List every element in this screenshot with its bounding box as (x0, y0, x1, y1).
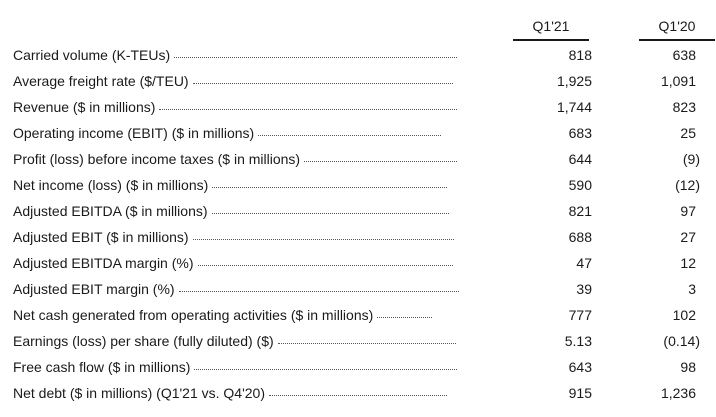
table-row: Free cash flow ($ in millions) 643 98 (0, 354, 716, 380)
table-row: Profit (loss) before income taxes ($ in … (0, 146, 716, 172)
dot-leader (197, 255, 453, 266)
table-row: Net income (loss) ($ in millions) 590 (1… (0, 172, 716, 198)
dot-leader (174, 47, 458, 58)
value-q1-21: 688 (568, 229, 592, 245)
value-q1-20: 12 (680, 255, 696, 271)
value-q1-20: (0.14) (663, 333, 700, 349)
row-label: Operating income (EBIT) ($ in millions) (13, 125, 255, 141)
value-q1-20: 25 (680, 125, 696, 141)
row-label: Profit (loss) before income taxes ($ in … (13, 151, 301, 167)
value-q1-21: 915 (568, 385, 592, 401)
value-q1-21: 39 (576, 281, 592, 297)
dot-leader (269, 385, 447, 396)
dot-leader (377, 307, 433, 318)
dot-leader (194, 359, 458, 370)
dot-leader (192, 73, 453, 84)
value-q1-20: (9) (682, 151, 700, 167)
value-q1-20: 3 (688, 281, 696, 297)
value-q1-20: 102 (672, 307, 696, 323)
value-q1-20: 638 (672, 47, 696, 63)
value-q1-20: 27 (680, 229, 696, 245)
row-label: Adjusted EBITDA margin (%) (13, 255, 194, 271)
row-label: Free cash flow ($ in millions) (13, 359, 191, 375)
column-header-q1-21: Q1'21 (513, 17, 589, 41)
value-q1-21: 644 (568, 151, 592, 167)
value-q1-21: 1,925 (556, 73, 592, 89)
row-label: Revenue ($ in millions) (13, 99, 156, 115)
dot-leader (212, 177, 448, 188)
table-row: Net debt ($ in millions) (Q1'21 vs. Q4'2… (0, 380, 716, 406)
row-label: Net debt ($ in millions) (Q1'21 vs. Q4'2… (13, 385, 265, 401)
value-q1-21: 5.13 (564, 333, 592, 349)
dot-leader (211, 203, 449, 214)
table-row: Adjusted EBIT ($ in millions) 688 27 (0, 224, 716, 250)
column-header-q1-20: Q1'20 (639, 17, 715, 41)
dot-leader (159, 99, 458, 110)
value-q1-20: 1,236 (660, 385, 696, 401)
value-q1-21: 818 (568, 47, 592, 63)
row-label: Adjusted EBITDA ($ in millions) (13, 203, 208, 219)
table-row: Operating income (EBIT) ($ in millions) … (0, 120, 716, 146)
value-q1-21: 47 (576, 255, 592, 271)
financial-table: Carried volume (K-TEUs) 818 638 Average … (0, 42, 716, 406)
table-row: Adjusted EBIT margin (%) 39 3 (0, 276, 716, 302)
value-q1-21: 643 (568, 359, 592, 375)
table-row: Net cash generated from operating activi… (0, 302, 716, 328)
value-q1-21: 590 (568, 177, 592, 193)
table-row: Adjusted EBITDA ($ in millions) 821 97 (0, 198, 716, 224)
table-row: Earnings (loss) per share (fully diluted… (0, 328, 716, 354)
row-label: Average freight rate ($/TEU) (13, 73, 189, 89)
table-row: Revenue ($ in millions) 1,744 823 (0, 94, 716, 120)
row-label: Earnings (loss) per share (fully diluted… (13, 333, 274, 349)
value-q1-21: 777 (568, 307, 592, 323)
value-q1-21: 1,744 (556, 99, 592, 115)
row-label: Carried volume (K-TEUs) (13, 47, 171, 63)
dot-leader (192, 229, 454, 240)
value-q1-20: 1,091 (660, 73, 696, 89)
table-row: Carried volume (K-TEUs) 818 638 (0, 42, 716, 68)
table-row: Average freight rate ($/TEU) 1,925 1,091 (0, 68, 716, 94)
value-q1-21: 821 (568, 203, 592, 219)
table-row: Adjusted EBITDA margin (%) 47 12 (0, 250, 716, 276)
value-q1-21: 683 (568, 125, 592, 141)
row-label: Net cash generated from operating activi… (13, 307, 374, 323)
value-q1-20: (12) (675, 177, 700, 193)
value-q1-20: 98 (680, 359, 696, 375)
dot-leader (277, 333, 456, 344)
row-label: Adjusted EBIT ($ in millions) (13, 229, 189, 245)
dot-leader (178, 281, 459, 292)
row-label: Net income (loss) ($ in millions) (13, 177, 209, 193)
value-q1-20: 97 (680, 203, 696, 219)
dot-leader (304, 151, 458, 162)
value-q1-20: 823 (672, 99, 696, 115)
dot-leader (258, 125, 442, 136)
row-label: Adjusted EBIT margin (%) (13, 281, 175, 297)
